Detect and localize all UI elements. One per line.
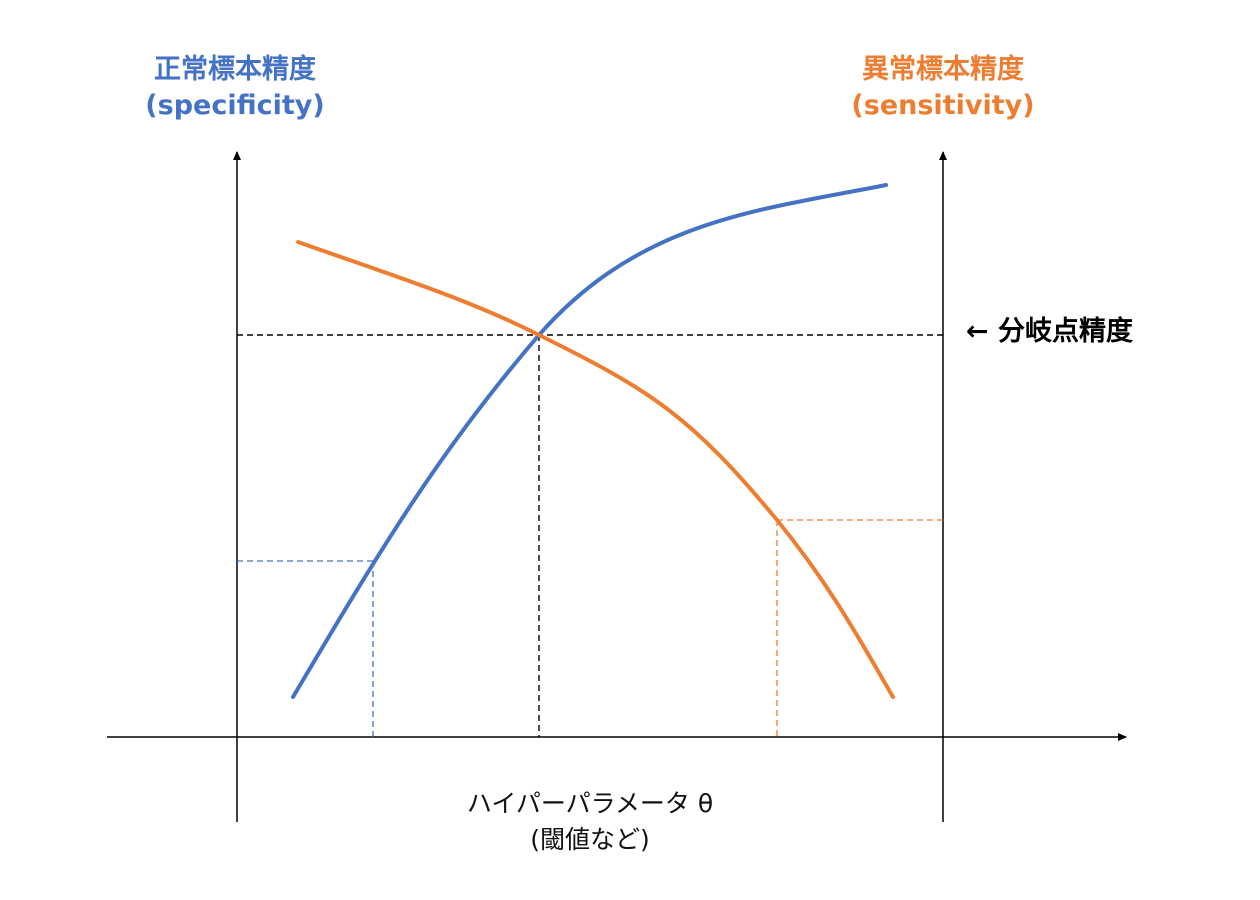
sensitivity-curve [296,240,895,699]
specificity-title-line2: (specificity) [145,90,325,121]
sensitivity-title-line2: (sensitivity) [851,90,1035,121]
specificity-axis-title: 正常標本精度 (specificity) [110,52,360,124]
specificity-title-line1: 正常標本精度 [154,54,316,85]
sensitivity-title-line1: 異常標本精度 [862,54,1024,85]
x-axis-title-line1: ハイパーパラメータ θ [466,789,714,818]
breakeven-label: ← 分岐点精度 [966,316,1134,347]
x-axis-title-line2: (閾値など) [530,825,650,854]
specificity-curve [291,183,888,699]
x-axis-title: ハイパーパラメータ θ (閾値など) [340,786,840,858]
sensitivity-axis-title: 異常標本精度 (sensitivity) [818,52,1068,124]
